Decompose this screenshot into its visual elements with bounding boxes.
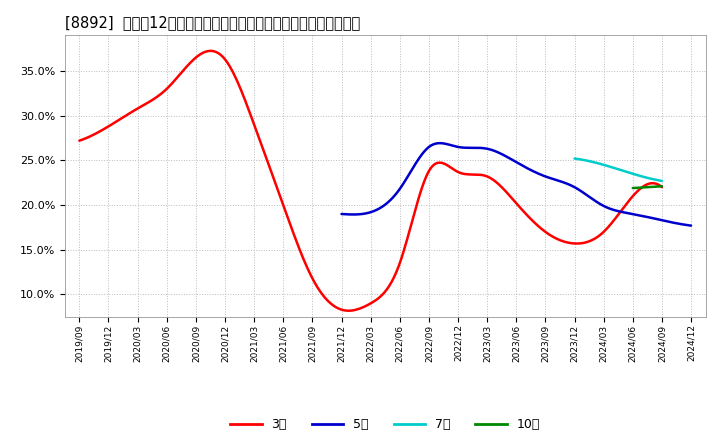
Legend: 3年, 5年, 7年, 10年: 3年, 5年, 7年, 10年	[225, 413, 545, 436]
Text: [8892]  売上高12か月移動合計の対前年同期増減率の平均値の推移: [8892] 売上高12か月移動合計の対前年同期増減率の平均値の推移	[65, 15, 360, 30]
